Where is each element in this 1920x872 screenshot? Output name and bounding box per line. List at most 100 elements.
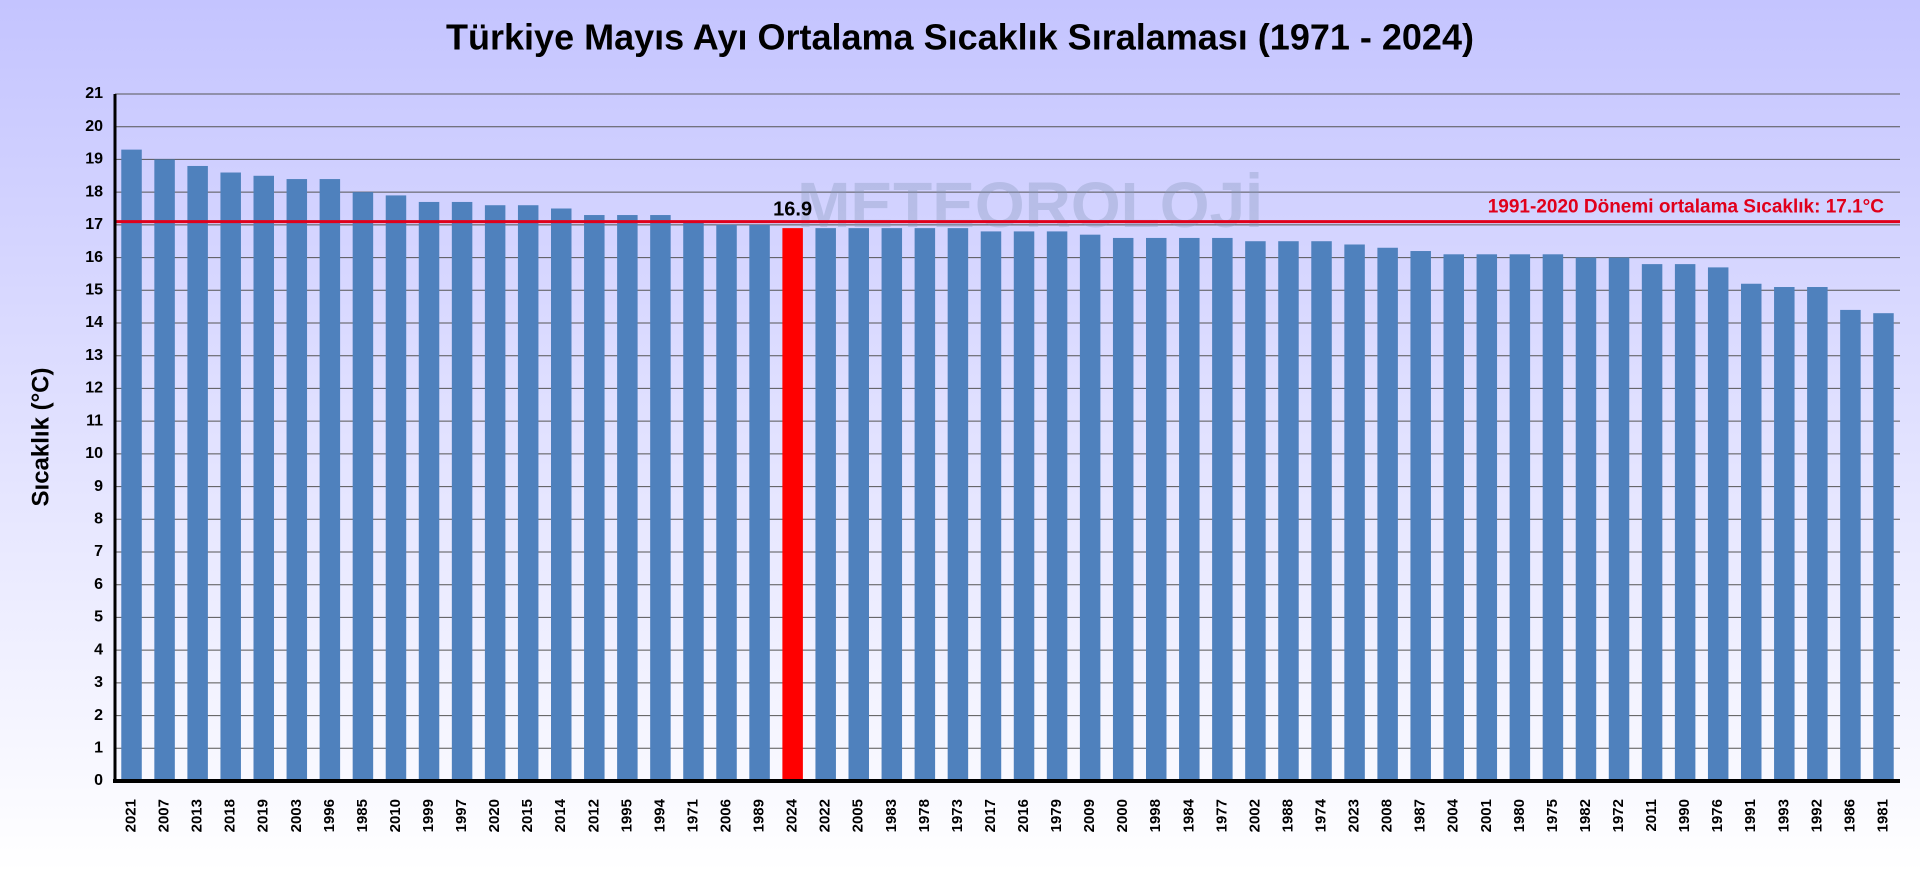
bar — [385, 195, 407, 781]
bar — [1377, 247, 1398, 781]
y-tick-label: 12 — [85, 380, 103, 397]
bar — [1311, 241, 1332, 781]
y-tick-label: 9 — [94, 478, 103, 495]
y-tick-label: 18 — [85, 183, 103, 200]
bar — [1873, 313, 1894, 781]
bar — [1046, 231, 1068, 781]
bar — [683, 221, 704, 782]
x-tick-label: 2005 — [850, 799, 867, 832]
bar — [1344, 244, 1365, 781]
x-tick-label: 1990 — [1676, 799, 1693, 832]
bar — [848, 228, 869, 782]
x-tick-label: 2010 — [387, 799, 404, 832]
chart-title: Türkiye Mayıs Ayı Ortalama Sıcaklık Sıra… — [446, 17, 1474, 58]
bar — [716, 224, 737, 781]
x-tick-label: 1977 — [1213, 799, 1230, 832]
watermark: METEOROLOJİ — [797, 169, 1263, 241]
x-tick-label: 1980 — [1511, 799, 1528, 832]
bar — [220, 172, 241, 781]
bar — [484, 205, 506, 781]
x-tick-label: 2022 — [817, 799, 834, 832]
y-tick-label: 4 — [94, 641, 103, 658]
x-tick-label: 2017 — [982, 799, 999, 832]
x-tick-label: 1988 — [1279, 799, 1296, 832]
x-tick-label: 1974 — [1312, 798, 1329, 832]
bar — [1674, 264, 1696, 782]
bar — [1079, 234, 1101, 781]
x-tick-label: 1997 — [453, 799, 470, 832]
bar — [1509, 254, 1531, 782]
x-tick-label: 1999 — [420, 799, 437, 832]
y-tick-label: 21 — [85, 85, 103, 102]
bar — [352, 192, 374, 782]
y-tick-label: 19 — [85, 151, 103, 168]
x-tick-label: 1979 — [1048, 799, 1065, 832]
x-tick-label: 1984 — [1180, 798, 1197, 832]
y-tick-label: 13 — [85, 347, 103, 364]
x-tick-label: 2007 — [156, 799, 173, 832]
x-tick-label: 1987 — [1412, 799, 1429, 832]
x-tick-label: 2018 — [222, 799, 239, 832]
bar — [914, 228, 936, 782]
bar — [617, 215, 638, 782]
x-tick-label: 1986 — [1841, 799, 1858, 832]
y-tick-label: 16 — [85, 249, 103, 266]
x-tick-label: 1981 — [1874, 799, 1891, 832]
bar — [881, 228, 903, 782]
bar — [451, 201, 473, 781]
x-tick-label: 1985 — [354, 799, 371, 832]
bar — [980, 231, 1002, 781]
bar — [749, 224, 770, 781]
x-tick-label: 1996 — [321, 799, 338, 832]
data-label: 16.9 — [773, 198, 812, 220]
bar — [1807, 287, 1828, 781]
bar — [1146, 237, 1167, 781]
bar — [947, 228, 969, 782]
x-tick-label: 2021 — [122, 799, 139, 832]
x-tick-label: 1998 — [1147, 799, 1164, 832]
y-tick-label: 7 — [94, 543, 103, 560]
reference-label: 1991-2020 Dönemi ortalama Sıcaklık: 17.1… — [1488, 197, 1885, 218]
x-tick-label: 1973 — [949, 799, 966, 832]
bar — [319, 179, 341, 782]
x-tick-label: 2002 — [1246, 799, 1263, 832]
x-tick-label: 2011 — [1643, 799, 1660, 832]
bar — [154, 159, 175, 781]
bar — [1641, 264, 1663, 782]
bar — [1774, 287, 1795, 781]
x-tick-label: 2019 — [255, 799, 272, 832]
x-tick-label: 2003 — [288, 799, 305, 832]
x-tick-label: 1982 — [1577, 799, 1594, 832]
bar — [253, 175, 274, 782]
bar — [1840, 309, 1861, 781]
y-tick-label: 14 — [85, 314, 103, 331]
x-tick-label: 1995 — [618, 799, 635, 832]
bar — [1476, 254, 1498, 782]
x-tick-label: 2024 — [784, 798, 801, 832]
bar — [1013, 231, 1035, 781]
x-tick-label: 1972 — [1610, 799, 1627, 832]
bar — [1443, 254, 1464, 782]
bar — [1245, 241, 1266, 781]
bar — [121, 149, 142, 782]
x-tick-label: 1978 — [916, 799, 933, 832]
x-tick-label: 2004 — [1445, 798, 1462, 832]
y-tick-label: 2 — [94, 707, 103, 724]
bar — [584, 215, 605, 782]
x-tick-label: 2016 — [1015, 799, 1032, 832]
x-tick-label: 2023 — [1346, 799, 1363, 832]
x-tick-label: 1994 — [651, 798, 668, 832]
bar — [187, 165, 208, 781]
x-tick-label: 2014 — [552, 798, 569, 832]
bar — [1179, 237, 1200, 781]
x-tick-label: 2008 — [1379, 799, 1396, 832]
y-tick-label: 11 — [86, 412, 103, 429]
x-tick-label: 2001 — [1478, 799, 1495, 832]
x-tick-label: 2013 — [189, 799, 206, 832]
bar — [815, 228, 836, 782]
bar — [1542, 254, 1564, 782]
x-tick-label: 2015 — [519, 799, 536, 832]
x-tick-label: 1992 — [1808, 799, 1825, 832]
y-tick-label: 0 — [94, 772, 103, 789]
